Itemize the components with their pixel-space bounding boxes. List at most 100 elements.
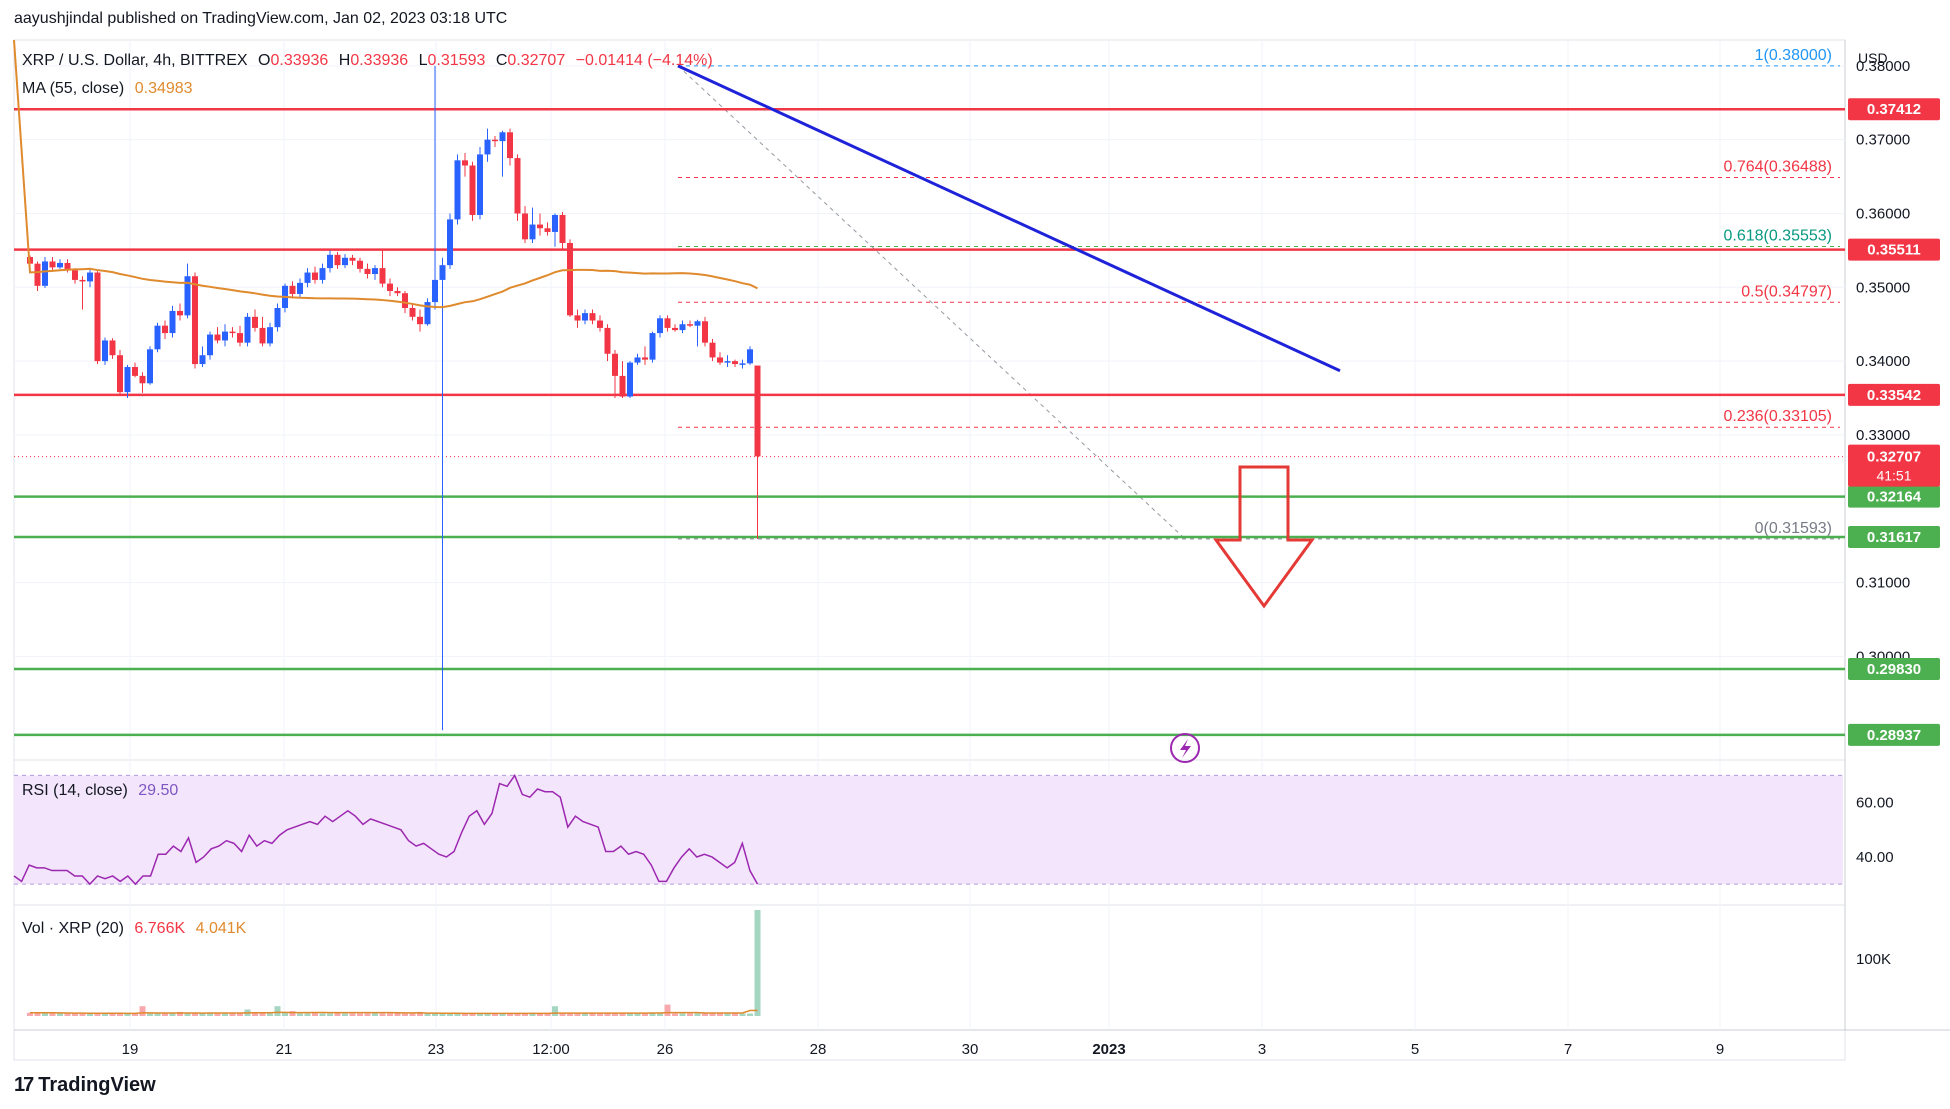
high-value: 0.33936 <box>350 52 409 69</box>
candle-body <box>567 243 573 316</box>
resistance-level-tag-label: 0.33542 <box>1867 387 1921 404</box>
volume-bar <box>222 1013 228 1016</box>
volume-bar <box>72 1013 78 1016</box>
volume-bar <box>529 1012 536 1016</box>
volume-bar <box>79 1013 86 1016</box>
volume-bar <box>732 1012 738 1016</box>
x-tick-label: 9 <box>1716 1041 1724 1058</box>
fib-level-label: 1(0.38000) <box>1755 47 1832 64</box>
candle-body <box>222 331 228 341</box>
candle-body <box>514 158 521 214</box>
candle-body <box>724 361 731 363</box>
volume-bar <box>649 1012 656 1016</box>
fib-level-label: 0.236(0.33105) <box>1723 408 1832 425</box>
resistance-level-tag-label: 0.37412 <box>1867 101 1921 118</box>
candle-body <box>139 375 146 384</box>
ma-legend-label: MA (55, close) <box>22 80 125 97</box>
volume-bar <box>417 1011 423 1016</box>
volume-bar <box>612 1013 618 1016</box>
volume-bar <box>739 1013 746 1016</box>
x-tick-label: 23 <box>428 1041 445 1058</box>
candle-body <box>342 257 348 266</box>
candle-body <box>537 224 543 229</box>
x-tick-label: 21 <box>276 1041 293 1058</box>
candle-body <box>687 324 693 326</box>
volume-spike-bar <box>754 991 761 1016</box>
volume-bar <box>664 1004 671 1016</box>
x-tick-label: 30 <box>962 1041 979 1058</box>
candle-body <box>42 261 48 286</box>
candle-body <box>237 333 243 343</box>
support-level-tag-label: 0.29830 <box>1867 661 1921 678</box>
rsi-legend[interactable]: RSI (14, close) 29.50 <box>22 782 178 800</box>
candle-body <box>79 279 86 282</box>
candle-body <box>334 254 341 266</box>
fib-level-label: 0.764(0.36488) <box>1723 158 1832 175</box>
volume-bar <box>372 1012 378 1016</box>
candle-body <box>552 214 558 232</box>
volume-bar <box>484 1013 491 1016</box>
resistance-level-tag <box>1848 238 1940 261</box>
volume-bar <box>327 1013 333 1016</box>
volume-bar <box>274 1006 281 1016</box>
candle-body <box>379 268 386 284</box>
candle-body <box>582 313 588 321</box>
resistance-level-tag <box>1848 98 1940 121</box>
candle-body <box>372 268 378 275</box>
volume-bar <box>469 1013 476 1016</box>
candle-body <box>522 213 528 240</box>
volume-legend[interactable]: Vol · XRP (20) 6.766K 4.041K <box>22 920 246 938</box>
symbol-legend[interactable]: XRP / U.S. Dollar, 4h, BITTREX O0.33936 … <box>22 52 713 70</box>
volume-bar <box>694 1013 701 1016</box>
support-level-tag <box>1848 723 1940 746</box>
change-value: −0.01414 (−4.14%) <box>575 52 713 69</box>
volume-bar <box>267 1013 273 1016</box>
candle-body <box>274 307 281 328</box>
y-tick-label: 0.35000 <box>1856 279 1910 296</box>
volume-bar <box>139 1006 146 1016</box>
bearish-arrow-annotation <box>1213 465 1315 609</box>
candle-body <box>267 327 273 344</box>
chart-frame <box>13 39 1846 1061</box>
candle-body <box>469 165 476 215</box>
candle-body <box>612 353 618 376</box>
bar-countdown-label: 41:51 <box>1876 468 1911 484</box>
candle-body <box>507 132 513 159</box>
ma-legend[interactable]: MA (55, close) 0.34983 <box>22 80 193 98</box>
volume-ma-value: 4.041K <box>195 920 247 937</box>
volume-bar <box>552 1006 558 1016</box>
volume-bar <box>312 1012 318 1016</box>
tradingview-brand[interactable]: 17 TradingView <box>14 1074 156 1097</box>
currency-label: USD <box>1858 50 1888 66</box>
volume-bar <box>462 1013 468 1016</box>
volume-bar <box>604 1013 611 1016</box>
close-value: 0.32707 <box>507 52 566 69</box>
volume-bar <box>169 1013 176 1016</box>
x-tick-label: 3 <box>1258 1041 1266 1058</box>
volume-bar <box>102 1013 108 1016</box>
candle-body <box>102 340 108 362</box>
volume-bar <box>582 1013 588 1016</box>
volume-bar <box>447 1013 453 1016</box>
open-value: 0.33936 <box>270 52 329 69</box>
volume-bar <box>124 1013 131 1016</box>
volume-tick-label: 100K <box>1856 951 1891 968</box>
volume-bar <box>499 1013 506 1016</box>
volume-bar <box>544 1013 551 1016</box>
fib-level-label: 0.5(0.34797) <box>1741 283 1832 300</box>
y-tick-label: 0.36000 <box>1856 205 1910 222</box>
candle-body <box>574 315 581 321</box>
brand-name: TradingView <box>38 1074 156 1096</box>
fib-diagonal <box>677 65 1186 540</box>
candle-body <box>394 290 401 294</box>
candle-body <box>34 263 41 286</box>
volume-bar <box>514 1013 521 1016</box>
candle-body <box>109 340 116 356</box>
candle-body <box>709 342 716 358</box>
candle-body <box>499 132 506 142</box>
volume-bar <box>349 1013 356 1016</box>
candle-body <box>679 324 686 331</box>
volume-bar <box>432 1013 438 1016</box>
candle-body <box>252 316 258 328</box>
